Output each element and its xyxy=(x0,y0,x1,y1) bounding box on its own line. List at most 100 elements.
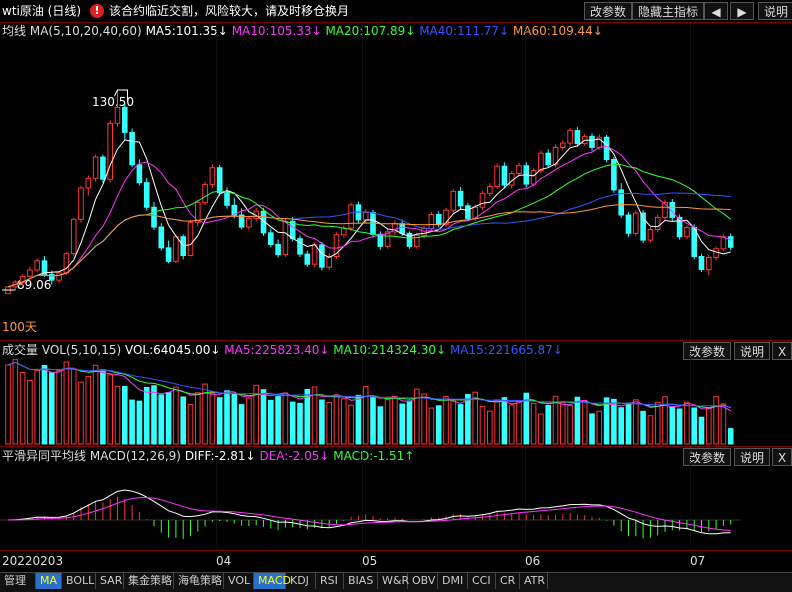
tab-dmi[interactable]: DMI xyxy=(438,573,468,589)
prev-arrow-icon[interactable]: ◀ xyxy=(704,2,728,20)
volume-bar xyxy=(662,396,668,445)
volume-bar xyxy=(706,407,712,445)
macd-panel-title: 平滑异同平均线 xyxy=(2,449,87,463)
ma60-value: MA60:109.44↓ xyxy=(512,24,603,38)
tab-rsi[interactable]: RSI xyxy=(316,573,344,589)
help-button[interactable]: 说明 xyxy=(758,2,792,20)
ma-params: MA(5,10,20,40,60) xyxy=(29,24,142,38)
volume-bar xyxy=(516,400,522,445)
candle-body xyxy=(421,228,427,236)
next-arrow-icon[interactable]: ▶ xyxy=(730,2,754,20)
candle-body xyxy=(633,212,639,234)
candle-body xyxy=(589,135,595,148)
volume-bar xyxy=(209,392,216,445)
volume-bar xyxy=(669,406,676,445)
tab-sar[interactable]: SAR xyxy=(96,573,124,589)
candle-body xyxy=(216,167,223,194)
volume-bar xyxy=(187,403,194,445)
candle-body xyxy=(304,253,311,265)
volume-bar xyxy=(589,413,595,445)
volume-bar xyxy=(523,392,530,445)
grid-line-jul xyxy=(690,22,691,546)
tab-boll[interactable]: BOLL xyxy=(62,573,96,589)
volume-bar xyxy=(253,384,259,445)
candle-body xyxy=(501,165,508,186)
tab-ma[interactable]: MA xyxy=(36,573,62,589)
candle-body xyxy=(435,214,442,226)
volume-bar xyxy=(406,400,413,445)
tab-obv[interactable]: OBV xyxy=(408,573,438,589)
vol-ma15-value: MA15:221665.87↓ xyxy=(449,343,563,357)
candle-body xyxy=(428,214,435,230)
volume-bar xyxy=(216,397,223,445)
volume-bar xyxy=(27,380,33,445)
candle-body xyxy=(399,223,405,234)
volume-bar xyxy=(647,415,654,445)
volume-bar xyxy=(640,410,646,445)
x-axis-month-apr: 04 xyxy=(216,554,232,568)
volume-bar xyxy=(348,404,354,445)
volume-bar xyxy=(611,398,617,445)
macd-change-params-button[interactable]: 改参数 xyxy=(683,448,732,466)
tab-cci[interactable]: CCI xyxy=(468,573,496,589)
main-indicator-legend: 均线 MA(5,10,20,40,60) MA5:101.35↓ MA10:10… xyxy=(2,23,603,39)
candle-body xyxy=(122,106,128,133)
volume-help-button[interactable]: 说明 xyxy=(734,342,771,360)
volume-bar xyxy=(720,403,727,445)
volume-bar xyxy=(414,388,420,445)
volume-bar xyxy=(122,385,128,445)
candle-body xyxy=(479,192,486,208)
tab--[interactable]: 海龟策略 xyxy=(174,573,224,589)
volume-bar xyxy=(487,410,493,445)
tab-w-r[interactable]: W&R xyxy=(378,573,409,589)
macd-panel-divider xyxy=(0,446,792,447)
tab-atr[interactable]: ATR xyxy=(520,573,548,589)
candle-body xyxy=(41,260,48,275)
ma5-line xyxy=(7,138,731,288)
bottom-tab-bar xyxy=(0,572,792,592)
tab-macd[interactable]: MACD xyxy=(254,573,291,589)
volume-bar xyxy=(333,394,340,445)
tab-vol[interactable]: VOL xyxy=(224,573,254,589)
candle-body xyxy=(450,190,457,211)
volume-bar xyxy=(355,394,362,445)
dea-line xyxy=(7,496,731,531)
hide-main-indicator-button[interactable]: 隐藏主指标 xyxy=(632,2,705,20)
candle-body xyxy=(560,142,566,148)
ma10-value: MA10:105.33↓ xyxy=(231,24,322,38)
volume-bar xyxy=(479,405,486,445)
candle-body xyxy=(516,165,522,174)
tab--[interactable]: 集金策略 xyxy=(124,573,174,589)
candle-body xyxy=(538,152,544,172)
candle-body xyxy=(567,130,573,144)
volume-bar xyxy=(508,404,515,445)
change-params-button[interactable]: 改参数 xyxy=(584,2,633,20)
candle-body xyxy=(654,216,661,230)
x-axis-month-jul: 07 xyxy=(690,554,706,568)
macd-value: MACD:-1.51↑ xyxy=(333,449,415,463)
volume-bar xyxy=(435,405,442,445)
volume-bar xyxy=(392,395,398,445)
volume-bar xyxy=(246,398,252,445)
macd-help-button[interactable]: 说明 xyxy=(734,448,771,466)
candle-body xyxy=(341,227,347,236)
ma20-value: MA20:107.89↓ xyxy=(325,24,416,38)
days-label: 100天 xyxy=(2,320,37,334)
volume-bar xyxy=(289,401,296,445)
tab-cr[interactable]: CR xyxy=(496,573,520,589)
tab-kdj[interactable]: KDJ xyxy=(286,573,316,589)
candle-body xyxy=(319,244,325,268)
volume-bar xyxy=(319,399,325,445)
volume-bar xyxy=(260,389,267,445)
x-axis-start-date: 20220203 xyxy=(2,554,64,568)
candle-body xyxy=(151,206,157,228)
vol-ma10-value: MA10:214324.30↓ xyxy=(333,343,447,357)
candle-body xyxy=(618,189,625,216)
volume-panel-divider xyxy=(0,340,792,341)
candle-body xyxy=(676,216,683,238)
volume-change-params-button[interactable]: 改参数 xyxy=(683,342,732,360)
volume-bar xyxy=(56,370,62,445)
tab--[interactable]: 管理 xyxy=(0,573,36,589)
tab-bias[interactable]: BIAS xyxy=(344,573,378,589)
